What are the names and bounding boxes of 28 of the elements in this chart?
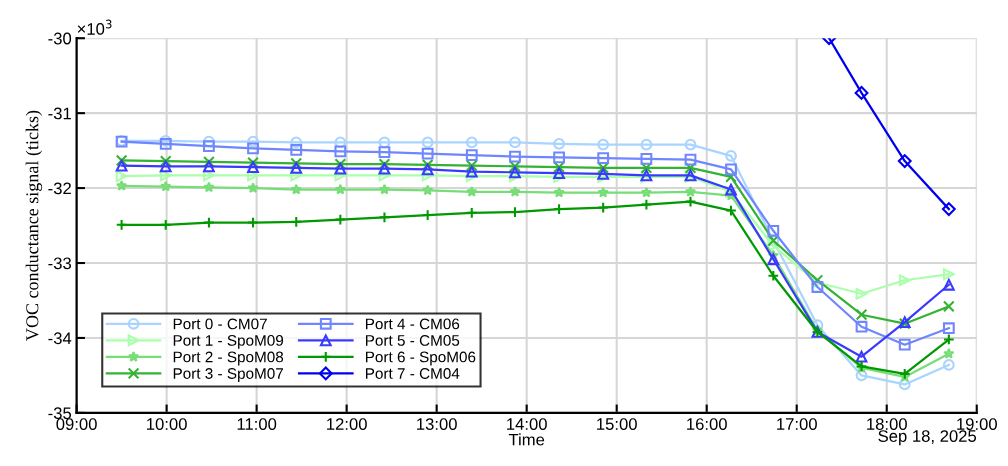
legend-label: Port 5 - CM05 xyxy=(365,335,460,346)
legend-label: Port 2 - SpoM08 xyxy=(173,351,284,366)
legend-label: Port 3 - SpoM07 xyxy=(173,368,283,382)
y-axis-title: VOC conductance signal (ticks) xyxy=(25,110,43,341)
x-tick-label: 15:00 xyxy=(597,418,637,430)
x-tick-label: 09:00 xyxy=(56,418,97,430)
legend-label: Port 6 - SpoM06 xyxy=(365,351,476,366)
x-tick-label: 19:00 xyxy=(957,418,997,430)
y-tick-label: -31 xyxy=(48,107,71,120)
x-tick-label: 11:00 xyxy=(237,418,277,430)
x-axis-title: Time xyxy=(508,433,545,446)
x-tick-label: 10:00 xyxy=(147,418,187,430)
legend-label: Port 1 - SpoM09 xyxy=(173,335,284,349)
y-tick-label: -33 xyxy=(48,257,72,270)
legend-label: Port 4 - CM06 xyxy=(365,318,460,330)
text: ×10$^{3}$ xyxy=(77,19,112,35)
x-tick-label: 14:00 xyxy=(507,418,547,430)
x-tick-label: 17:00 xyxy=(777,418,817,430)
legend-label: Port 0 - CM07 xyxy=(173,318,267,330)
y-tick-label: -32 xyxy=(48,182,71,195)
text: Sep 18, 2025 xyxy=(878,430,977,446)
x-tick-label: 18:00 xyxy=(867,418,907,430)
x-tick-label: 16:00 xyxy=(687,418,727,430)
x-tick-label: 13:00 xyxy=(417,418,457,430)
y-tick-label: -30 xyxy=(48,32,72,45)
y-tick-label: -34 xyxy=(48,332,72,345)
legend-label: Port 7 - CM04 xyxy=(365,368,460,379)
x-tick-label: 12:00 xyxy=(327,418,367,430)
